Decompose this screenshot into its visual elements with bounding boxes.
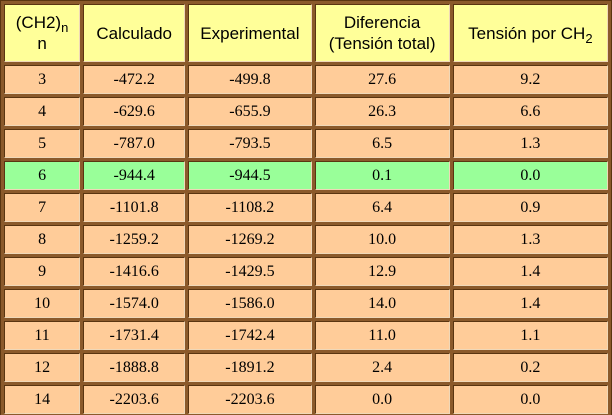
header-text: (CH2) <box>15 13 62 32</box>
header-cell: Experimental <box>188 4 312 62</box>
table-cell: 6.4 <box>314 193 450 222</box>
table-row: 12 -1888.8 -1891.2 2.4 0.2 <box>4 353 608 382</box>
header-subscript: n <box>61 20 69 35</box>
table-cell: 0.0 <box>452 161 608 190</box>
table-cell: -1269.2 <box>188 225 312 254</box>
table-cell: -1888.8 <box>83 353 186 382</box>
table-cell: 1.3 <box>452 129 608 158</box>
header-cell: (CH2)n n <box>4 4 81 62</box>
table-cell: 1.1 <box>452 321 608 350</box>
table-cell: -793.5 <box>188 129 312 158</box>
table-row: 7 -1101.8 -1108.2 6.4 0.9 <box>4 193 608 222</box>
header-subscript: 2 <box>585 30 593 46</box>
table-cell: -1574.0 <box>83 289 186 318</box>
table-cell: 5 <box>4 129 81 158</box>
table-row: 3 -472.2 -499.8 27.6 9.2 <box>4 65 608 94</box>
header-cell: Calculado <box>83 4 186 62</box>
header-text: Diferencia <box>343 13 421 32</box>
table-cell: -2203.6 <box>188 385 312 414</box>
table-cell: -1429.5 <box>188 257 312 286</box>
table-cell: 11 <box>4 321 81 350</box>
table-cell: -787.0 <box>83 129 186 158</box>
table-cell: 0.1 <box>314 161 450 190</box>
table-cell: 6.5 <box>314 129 450 158</box>
table-cell: 0.2 <box>452 353 608 382</box>
table-cell: 14 <box>4 385 81 414</box>
table-cell: 4 <box>4 97 81 126</box>
header-text-line2: (Tensión total) <box>328 34 436 53</box>
table-body: 3 -472.2 -499.8 27.6 9.2 4 -629.6 -655.9 26.3 6.6… <box>4 65 608 414</box>
table-cell: 0.9 <box>452 193 608 222</box>
table-row: 10 -1574.0 -1586.0 14.0 1.4 <box>4 289 608 318</box>
table-cell: 26.3 <box>314 97 450 126</box>
table-cell: 0.0 <box>452 385 608 414</box>
header-text: Calculado <box>96 23 173 43</box>
table-cell: -2203.6 <box>83 385 186 414</box>
table-cell: -1586.0 <box>188 289 312 318</box>
table-cell: 6 <box>4 161 81 190</box>
table-cell: -1742.4 <box>188 321 312 350</box>
table-row: 11 -1731.4 -1742.4 11.0 1.1 <box>4 321 608 350</box>
table-cell: 3 <box>4 65 81 94</box>
table-cell: 0.0 <box>314 385 450 414</box>
table-cell: 2.4 <box>314 353 450 382</box>
table-cell: 10.0 <box>314 225 450 254</box>
table-cell: -1259.2 <box>83 225 186 254</box>
table-cell: 12.9 <box>314 257 450 286</box>
table-row: 5 -787.0 -793.5 6.5 1.3 <box>4 129 608 158</box>
table-cell: -1108.2 <box>188 193 312 222</box>
table-cell: 14.0 <box>314 289 450 318</box>
table-row: 9 -1416.6 -1429.5 12.9 1.4 <box>4 257 608 286</box>
header-cell: Diferencia (Tensión total) <box>314 4 450 62</box>
table-cell: -629.6 <box>83 97 186 126</box>
header-text: Tensión por CH <box>468 23 586 43</box>
table-cell: 9.2 <box>452 65 608 94</box>
table-cell: -655.9 <box>188 97 312 126</box>
table-cell: 12 <box>4 353 81 382</box>
table-row: 8 -1259.2 -1269.2 10.0 1.3 <box>4 225 608 254</box>
table-cell: 9 <box>4 257 81 286</box>
table-cell: -1731.4 <box>83 321 186 350</box>
table-cell: 7 <box>4 193 81 222</box>
table-cell: 11.0 <box>314 321 450 350</box>
header-cell: Tensión por CH2 <box>452 4 608 62</box>
table-cell: -1416.6 <box>83 257 186 286</box>
table-cell: -472.2 <box>83 65 186 94</box>
table-cell: 27.6 <box>314 65 450 94</box>
header-row: (CH2)n n Calculado Experimental Diferencia (T… <box>4 4 608 62</box>
header-text: Experimental <box>200 23 300 43</box>
table-row: 4 -629.6 -655.9 26.3 6.6 <box>4 97 608 126</box>
table-cell: 1.4 <box>452 257 608 286</box>
table-cell: -1891.2 <box>188 353 312 382</box>
table-cell: 6.6 <box>452 97 608 126</box>
table-cell: -1101.8 <box>83 193 186 222</box>
table-cell: 8 <box>4 225 81 254</box>
table-cell: 1.4 <box>452 289 608 318</box>
table-cell: -499.8 <box>188 65 312 94</box>
table-cell: -944.5 <box>188 161 312 190</box>
table-cell: -944.4 <box>83 161 186 190</box>
table-row: 14 -2203.6 -2203.6 0.0 0.0 <box>4 385 608 414</box>
table-cell: 1.3 <box>452 225 608 254</box>
table-cell: 10 <box>4 289 81 318</box>
table-row: 6 -944.4 -944.5 0.1 0.0 <box>4 161 608 190</box>
header-text-line2: n <box>37 34 47 53</box>
